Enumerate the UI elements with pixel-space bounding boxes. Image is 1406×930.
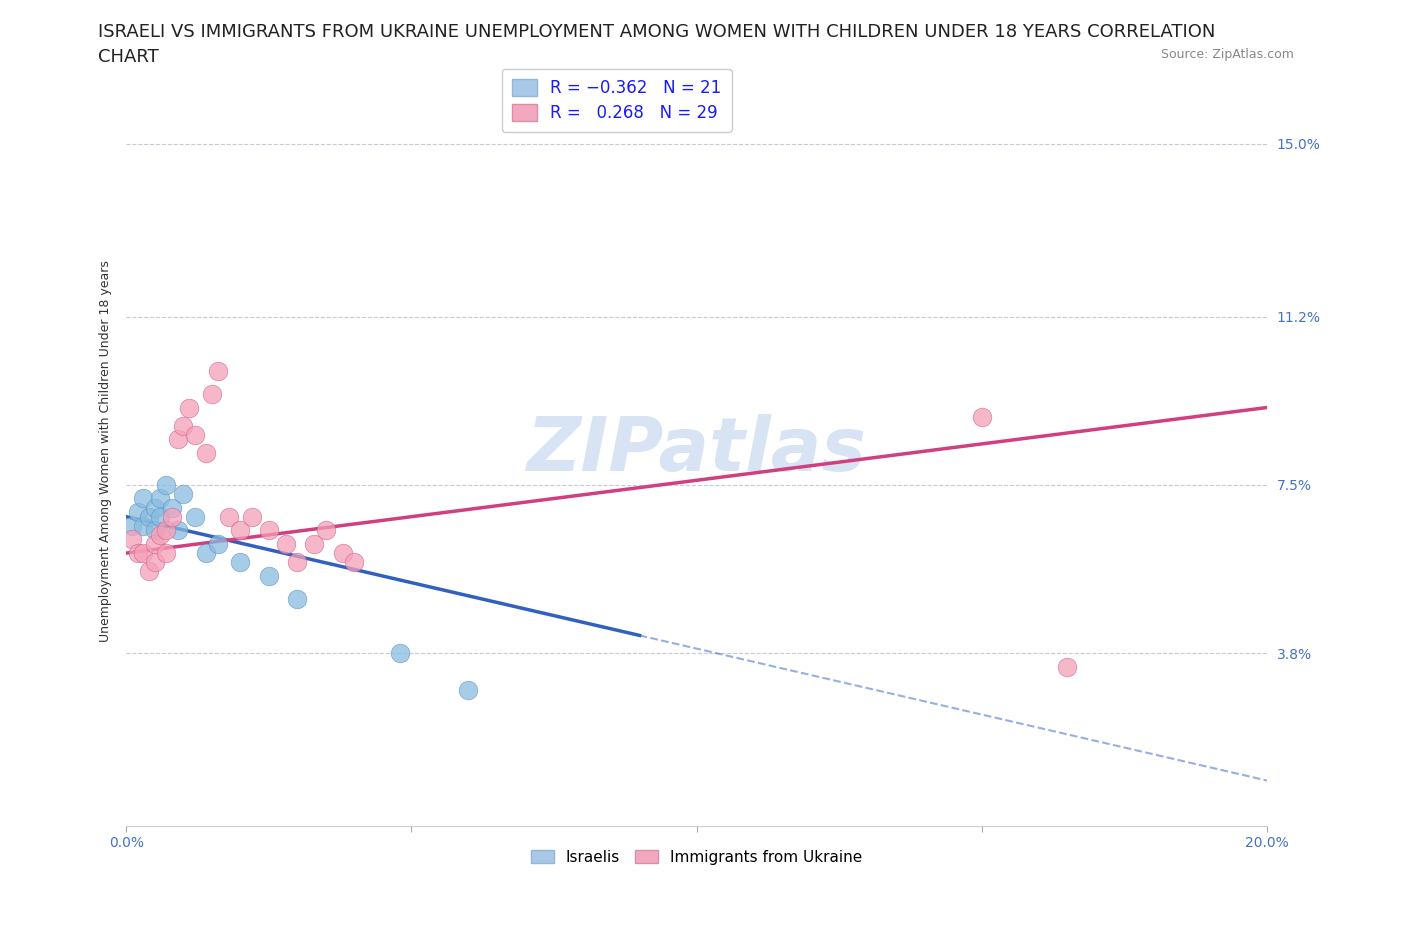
Point (343, 554, 366, 569)
Point (143, 537, 166, 551)
Point (183, 510, 205, 525)
Point (195, 546, 218, 561)
Point (138, 510, 160, 525)
Text: ZIPatlas: ZIPatlas (527, 414, 866, 487)
Point (195, 445, 218, 460)
Point (218, 510, 240, 525)
Point (172, 418, 194, 433)
Point (201, 387, 224, 402)
Point (257, 568, 280, 583)
Point (149, 510, 172, 525)
Point (132, 518, 155, 533)
Point (229, 554, 252, 569)
Point (285, 554, 308, 569)
Point (132, 546, 155, 561)
Point (121, 532, 143, 547)
Point (149, 527, 172, 542)
Point (389, 645, 412, 660)
Point (285, 591, 308, 606)
Text: Source: ZipAtlas.com: Source: ZipAtlas.com (1160, 48, 1294, 61)
Point (183, 428, 205, 443)
Point (257, 523, 280, 538)
Point (127, 505, 149, 520)
Point (160, 500, 183, 515)
Point (143, 554, 166, 569)
Point (177, 400, 200, 415)
Point (160, 510, 183, 525)
Point (166, 523, 188, 538)
Point (457, 682, 479, 697)
Point (229, 523, 252, 538)
Point (172, 486, 194, 501)
Point (207, 364, 229, 379)
Point (207, 537, 229, 551)
Text: ISRAELI VS IMMIGRANTS FROM UKRAINE UNEMPLOYMENT AMONG WOMEN WITH CHILDREN UNDER : ISRAELI VS IMMIGRANTS FROM UKRAINE UNEMP… (98, 23, 1216, 41)
Point (121, 518, 143, 533)
Point (155, 477, 177, 492)
Y-axis label: Unemployment Among Women with Children Under 18 years: Unemployment Among Women with Children U… (100, 259, 112, 642)
Point (155, 546, 177, 561)
Point (143, 523, 166, 538)
Point (155, 523, 177, 538)
Point (127, 546, 149, 561)
Point (143, 500, 166, 515)
Text: CHART: CHART (98, 48, 159, 66)
Legend: Israelis, Immigrants from Ukraine: Israelis, Immigrants from Ukraine (524, 844, 869, 870)
Point (970, 409, 993, 424)
Point (240, 510, 263, 525)
Point (332, 546, 354, 561)
Point (274, 537, 297, 551)
Point (166, 432, 188, 446)
Point (315, 523, 337, 538)
Point (149, 491, 172, 506)
Point (304, 537, 326, 551)
Point (1056, 659, 1078, 674)
Point (138, 564, 160, 578)
Point (132, 491, 155, 506)
